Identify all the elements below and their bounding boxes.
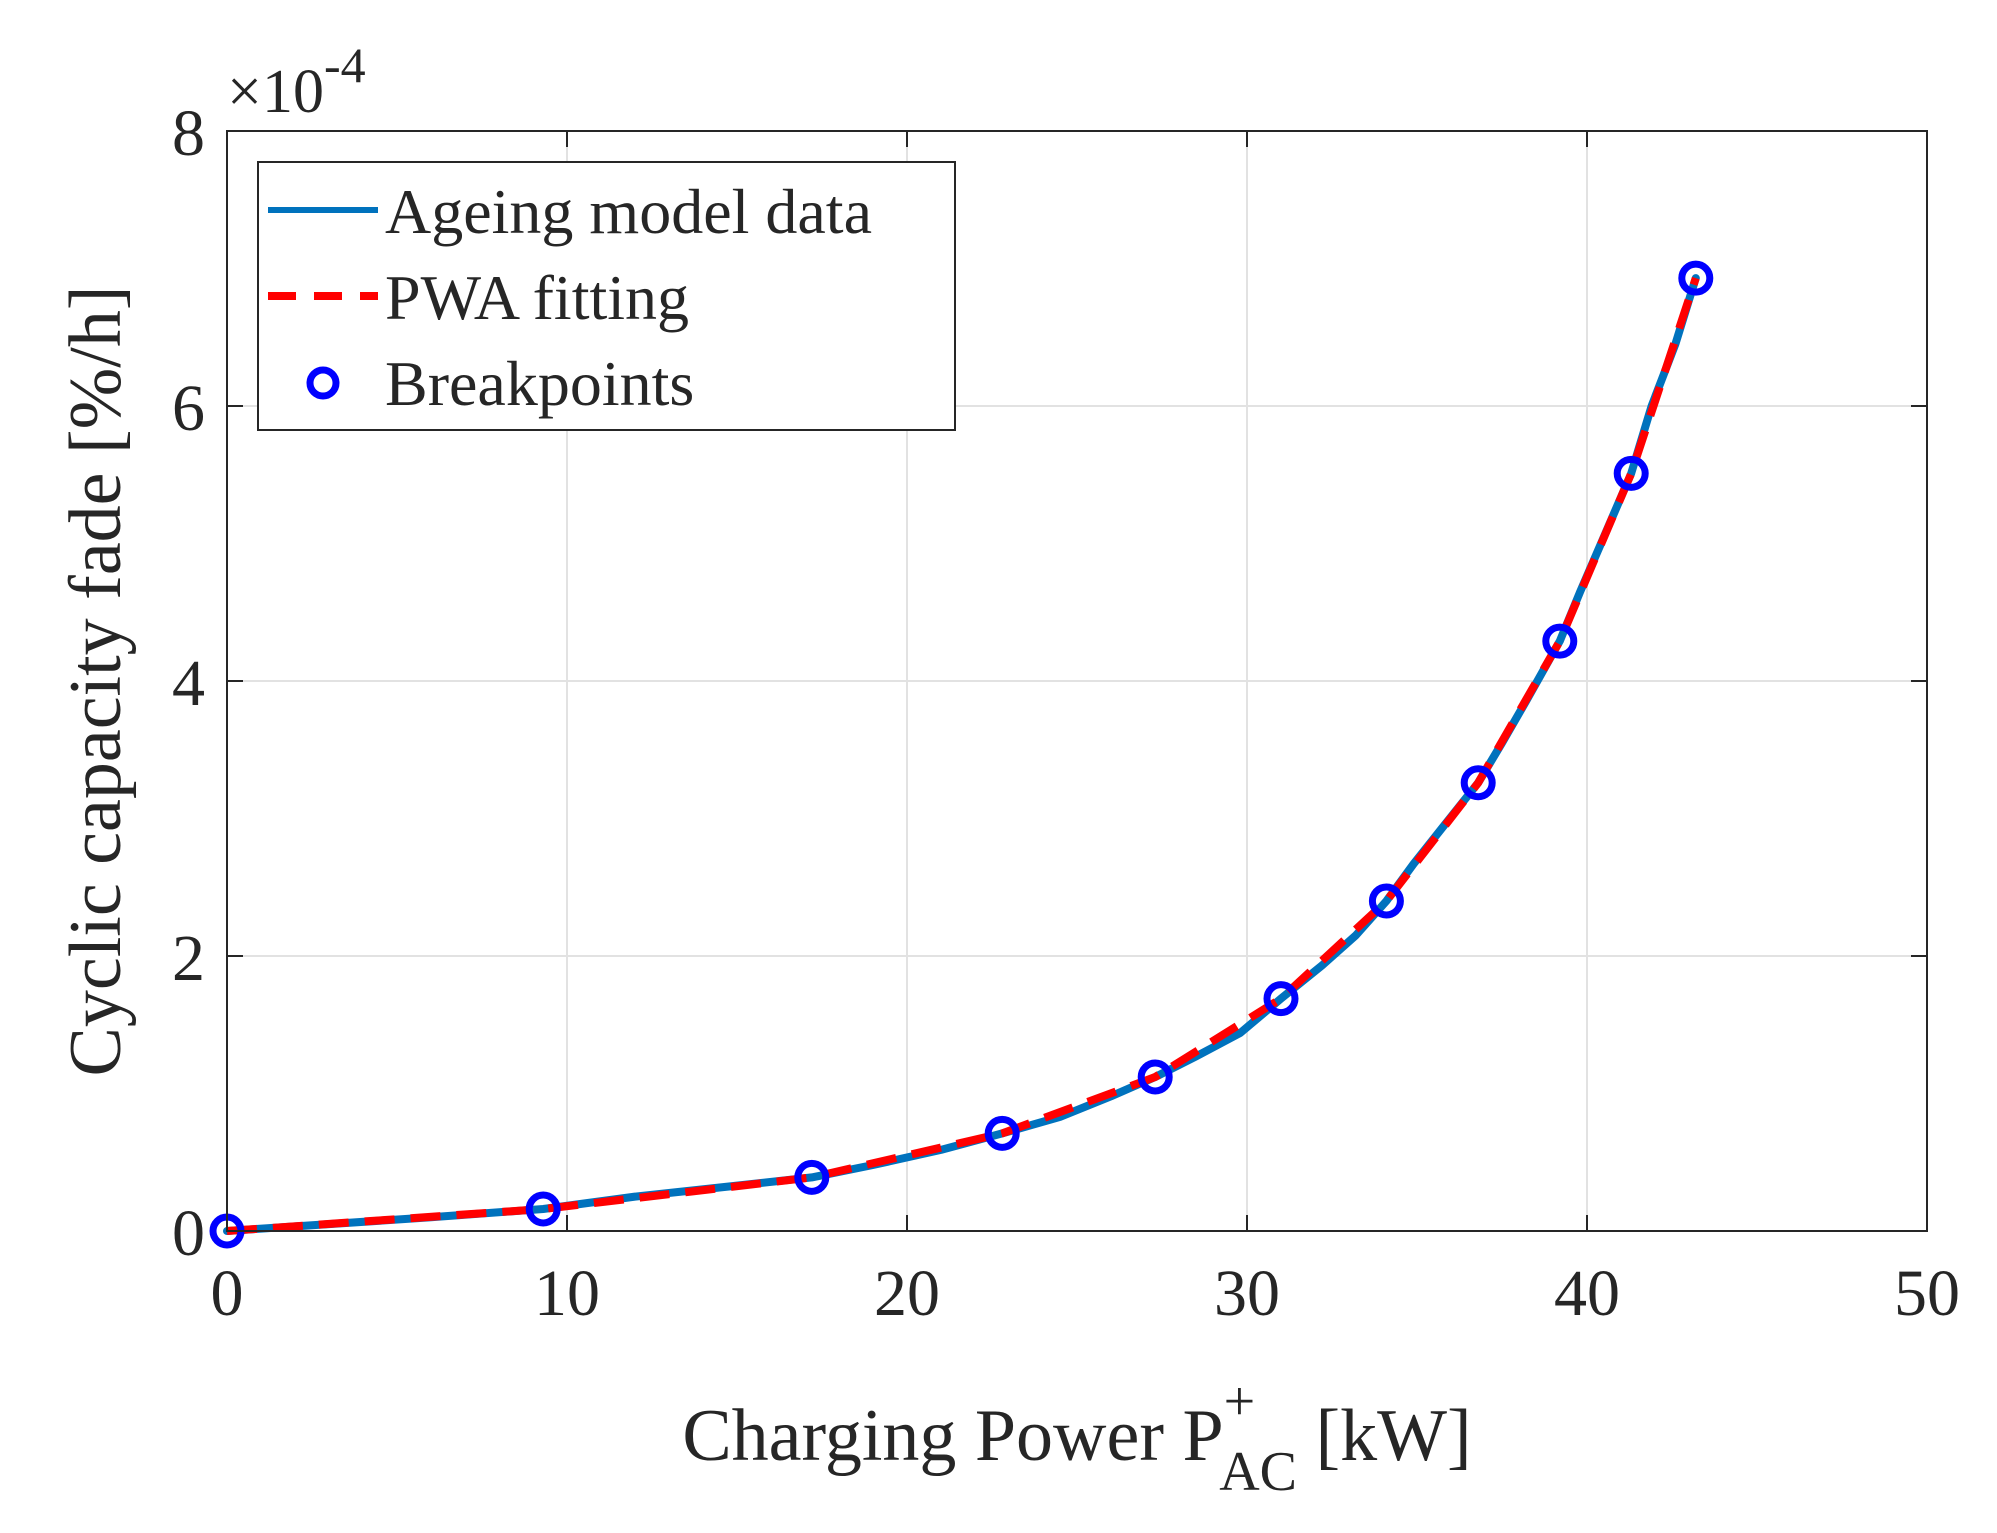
breakpoint-marker: [1368, 883, 1404, 919]
legend: Ageing model data PWA fitting Breakpoint…: [257, 161, 956, 431]
exponent-times: ×10: [227, 58, 324, 126]
x-axis-label-sub: AC: [1219, 1441, 1297, 1503]
series-layer: [209, 260, 1714, 1249]
exponent-power: -4: [324, 37, 366, 93]
breakpoint-marker: [984, 1115, 1020, 1151]
x-tick-label: 30: [1214, 1257, 1280, 1330]
legend-label-breakpoints: Breakpoints: [385, 348, 694, 419]
legend-label-pwa-fitting: PWA fitting: [385, 262, 689, 333]
x-tick-label: 40: [1554, 1257, 1620, 1330]
exponent-label: ×10-4: [227, 37, 366, 126]
breakpoint-marker: [1460, 765, 1496, 801]
breakpoint-marker: [1678, 260, 1714, 296]
x-tick-label: 0: [211, 1257, 244, 1330]
x-tick-label: 10: [534, 1257, 600, 1330]
y-tick-label: 4: [172, 647, 205, 720]
x-axis-label-main: Charging Power P: [682, 1395, 1223, 1477]
breakpoint-marker: [794, 1159, 830, 1195]
y-axis-label: Cyclic capacity fade [%/h]: [55, 286, 137, 1077]
y-tick-label: 8: [172, 97, 205, 170]
breakpoint-marker: [1137, 1059, 1173, 1095]
legend-label-ageing-model-data: Ageing model data: [385, 176, 872, 247]
y-tick-label: 2: [172, 922, 205, 995]
series-line-pwa-fitting: [226, 276, 1700, 1235]
y-tick-label: 6: [172, 372, 205, 445]
x-tick-label: 20: [874, 1257, 940, 1330]
x-axis-label: Charging Power P+ AC [kW]: [682, 1371, 1471, 1503]
x-axis-label-unit: [kW]: [1297, 1395, 1472, 1477]
y-tick-label: 0: [172, 1197, 205, 1270]
ticks: 0 10 20 30 40 50 0 2 4 6 8: [172, 97, 1960, 1330]
breakpoint-marker: [1613, 455, 1649, 491]
x-tick-label: 50: [1894, 1257, 1960, 1330]
x-axis-label-sup: +: [1224, 1371, 1256, 1433]
legend-swatch-breakpoints: [306, 366, 340, 400]
breakpoint-marker: [1542, 623, 1578, 659]
breakpoint-marker: [525, 1191, 561, 1227]
breakpoint-marker: [1263, 981, 1299, 1017]
